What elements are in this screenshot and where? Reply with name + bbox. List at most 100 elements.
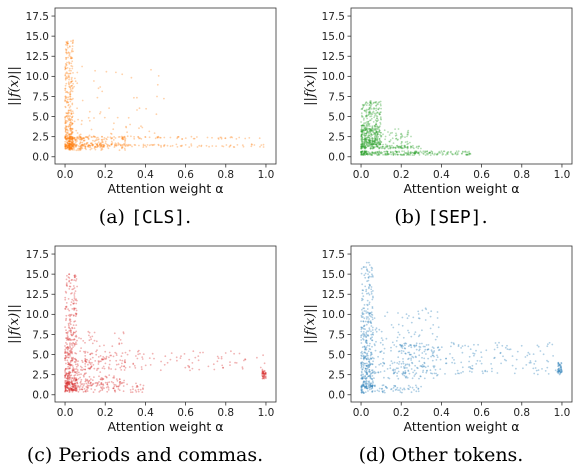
data-point — [557, 361, 560, 364]
data-point — [375, 123, 378, 126]
data-point — [71, 49, 73, 52]
data-point — [140, 368, 143, 371]
data-point — [137, 135, 140, 138]
data-point — [364, 137, 367, 140]
data-point — [101, 140, 104, 143]
data-point — [363, 370, 366, 372]
data-point — [380, 136, 382, 138]
data-point — [376, 126, 379, 129]
data-point — [367, 357, 369, 359]
data-point — [142, 387, 144, 389]
data-point — [79, 138, 82, 141]
data-point — [431, 150, 434, 153]
data-point — [362, 384, 365, 387]
caption-text: . — [481, 206, 488, 228]
data-point — [65, 380, 67, 382]
data-point — [70, 80, 73, 83]
data-point — [103, 144, 105, 147]
x-tick-label: 0.8 — [513, 169, 530, 181]
data-point — [150, 68, 152, 71]
data-point — [70, 147, 72, 150]
data-point — [73, 344, 76, 347]
data-point — [374, 152, 376, 155]
data-point — [401, 347, 404, 349]
data-point — [376, 146, 379, 149]
data-point — [370, 102, 372, 104]
data-point — [70, 147, 73, 149]
data-point — [70, 387, 73, 390]
data-point — [65, 41, 68, 43]
data-point — [397, 312, 399, 314]
data-point — [121, 147, 123, 150]
data-point — [188, 365, 191, 368]
data-point — [148, 136, 151, 139]
data-point — [69, 93, 71, 96]
data-point — [160, 144, 162, 147]
data-point — [64, 387, 67, 390]
data-point — [363, 334, 365, 337]
data-point — [379, 371, 382, 373]
data-point — [88, 146, 90, 148]
data-point — [410, 145, 412, 148]
data-point — [83, 143, 86, 145]
data-point — [68, 387, 70, 390]
data-point — [86, 388, 88, 391]
data-point — [71, 385, 74, 388]
data-point — [95, 350, 97, 353]
data-point — [116, 116, 119, 119]
data-point — [114, 368, 117, 371]
data-point — [462, 370, 464, 373]
data-point — [382, 384, 385, 386]
data-point — [69, 353, 71, 356]
data-point — [90, 147, 93, 150]
data-point — [371, 333, 374, 335]
data-point — [137, 349, 140, 352]
data-point — [390, 349, 392, 352]
data-point — [75, 384, 77, 387]
data-point — [140, 366, 143, 368]
data-point — [75, 343, 78, 345]
data-point — [378, 107, 381, 110]
data-point — [70, 292, 72, 295]
data-point — [362, 373, 364, 376]
data-point — [379, 351, 382, 353]
data-point — [403, 387, 405, 390]
data-point — [83, 375, 85, 378]
data-point — [369, 284, 371, 286]
data-point — [427, 312, 430, 314]
data-point — [369, 320, 372, 322]
data-point — [97, 139, 99, 141]
data-point — [109, 354, 112, 357]
data-point — [71, 377, 73, 379]
data-point — [366, 311, 369, 314]
data-point — [364, 153, 366, 156]
data-point — [425, 344, 428, 346]
data-point — [469, 153, 472, 155]
data-point — [65, 372, 68, 374]
data-point — [368, 380, 371, 383]
data-point — [362, 146, 364, 149]
data-point — [413, 375, 416, 377]
x-tick-label: 0.8 — [513, 407, 530, 419]
data-point — [362, 154, 364, 156]
data-point — [81, 359, 83, 362]
data-point — [364, 320, 367, 323]
data-point — [67, 331, 69, 333]
caption-text: . — [185, 206, 192, 228]
y-tick-label: 15.0 — [322, 269, 345, 281]
data-point — [560, 362, 563, 364]
data-point — [367, 380, 370, 383]
data-point — [107, 366, 110, 369]
data-point — [473, 354, 475, 357]
data-point — [111, 345, 114, 348]
data-point — [363, 127, 366, 130]
data-point — [360, 145, 363, 147]
data-point — [64, 67, 67, 70]
data-point — [67, 381, 70, 383]
data-point — [75, 377, 77, 379]
data-point — [101, 386, 104, 388]
data-point — [403, 374, 406, 377]
data-point — [229, 136, 232, 139]
data-point — [374, 366, 377, 368]
data-point — [70, 145, 73, 148]
